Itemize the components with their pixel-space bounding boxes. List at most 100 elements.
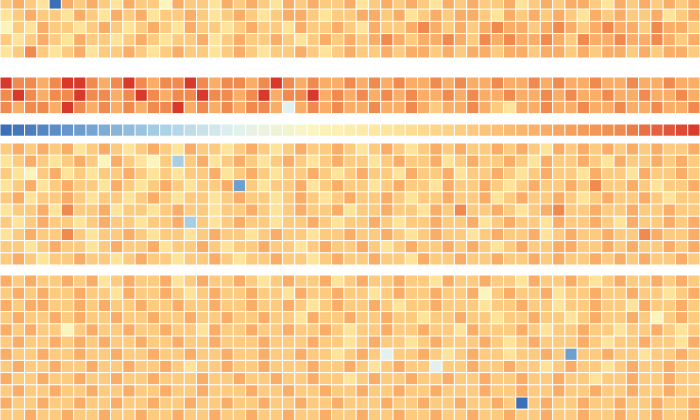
heatmap-cell <box>662 166 676 181</box>
heatmap-cell <box>380 88 394 102</box>
heatmap-cell <box>0 240 13 254</box>
heatmap-cell <box>36 88 50 102</box>
heatmap-cell <box>503 227 517 242</box>
heatmap-cell <box>36 227 50 242</box>
heatmap-cell <box>195 191 210 205</box>
heatmap-cell <box>48 142 62 156</box>
heatmap-cell <box>564 142 578 156</box>
heatmap-cell <box>36 33 50 47</box>
heatmap-cell <box>122 335 136 349</box>
heatmap-cell <box>11 20 26 35</box>
heatmap-cell <box>220 45 234 59</box>
heatmap-cell <box>331 372 345 386</box>
heatmap-cell <box>183 76 197 90</box>
heatmap-cell <box>220 335 234 349</box>
heatmap-cell <box>159 33 173 47</box>
heatmap-cell <box>650 227 664 242</box>
heatmap-cell <box>564 311 578 325</box>
heatmap-cell <box>159 408 173 420</box>
heatmap-cell <box>85 88 99 102</box>
heatmap-cell <box>367 227 382 242</box>
heatmap-cell <box>380 227 394 242</box>
heatmap-cell <box>588 20 603 35</box>
heatmap-cell <box>110 298 124 313</box>
heatmap-cell <box>552 179 566 193</box>
heatmap-cell <box>441 154 455 168</box>
heatmap-cell <box>146 45 161 59</box>
heatmap-cell <box>195 100 210 115</box>
heatmap-cell <box>257 298 271 313</box>
heatmap-cell <box>588 179 603 193</box>
heatmap-cell <box>601 215 615 229</box>
heatmap-cell <box>60 396 75 410</box>
heatmap-cell <box>662 100 676 115</box>
heatmap-cell <box>0 252 13 266</box>
heatmap-cell <box>232 323 247 337</box>
heatmap-cell <box>478 372 492 386</box>
heatmap-cell <box>429 323 443 337</box>
heatmap-cell <box>392 0 406 10</box>
heatmap-cell <box>0 372 13 386</box>
heatmap-cell <box>527 88 541 102</box>
heatmap-cell <box>417 8 431 22</box>
heatmap-cell <box>134 88 148 102</box>
heatmap-cell <box>0 191 13 205</box>
heatmap-cell <box>97 166 112 181</box>
heatmap-cell <box>404 347 419 361</box>
heatmap-cell <box>662 45 676 59</box>
heatmap-cell <box>503 252 517 266</box>
heatmap-cell <box>638 215 652 229</box>
heatmap-cell <box>306 359 320 374</box>
heatmap-cell <box>171 215 185 229</box>
heatmap-cell <box>60 274 75 288</box>
heatmap-cell <box>367 311 382 325</box>
heatmap-cell <box>355 240 369 254</box>
heatmap-cell <box>73 100 87 115</box>
heatmap-cell <box>146 154 161 168</box>
heatmap-cell <box>97 347 112 361</box>
heatmap-cell <box>195 240 210 254</box>
colorbar-cell <box>245 123 259 137</box>
heatmap-cell <box>576 0 590 10</box>
heatmap-cell <box>478 88 492 102</box>
heatmap-cell <box>331 88 345 102</box>
heatmap-cell <box>662 311 676 325</box>
heatmap-cell <box>515 323 529 337</box>
heatmap-cell <box>318 20 333 35</box>
heatmap-cell <box>110 384 124 398</box>
heatmap-cell <box>453 323 468 337</box>
heatmap-cell <box>674 286 689 300</box>
heatmap-cell <box>281 33 296 47</box>
heatmap-cell <box>638 76 652 90</box>
heatmap-cell <box>552 215 566 229</box>
heatmap-cell <box>257 227 271 242</box>
heatmap-cell <box>269 347 283 361</box>
heatmap-cell <box>159 311 173 325</box>
heatmap-cell <box>503 323 517 337</box>
heatmap-cell <box>503 191 517 205</box>
heatmap-cell <box>576 347 590 361</box>
heatmap-cell <box>380 359 394 374</box>
heatmap-cell <box>36 179 50 193</box>
heatmap-cell <box>97 8 112 22</box>
heatmap-cell <box>466 347 480 361</box>
heatmap-cell <box>478 286 492 300</box>
heatmap-cell <box>294 166 308 181</box>
heatmap-cell <box>674 408 689 420</box>
heatmap-cell <box>331 166 345 181</box>
heatmap-cell <box>97 359 112 374</box>
heatmap-cell <box>380 335 394 349</box>
heatmap-cell <box>220 396 234 410</box>
heatmap-cell <box>306 384 320 398</box>
heatmap-cell <box>245 372 259 386</box>
heatmap-cell <box>539 45 554 59</box>
heatmap-cell <box>552 359 566 374</box>
heatmap-cell <box>441 179 455 193</box>
heatmap-cell <box>97 76 112 90</box>
heatmap-cell <box>281 8 296 22</box>
heatmap-cell <box>687 191 700 205</box>
heatmap-cell <box>294 252 308 266</box>
heatmap-cell <box>257 33 271 47</box>
heatmap-cell <box>11 274 26 288</box>
heatmap-cell <box>306 323 320 337</box>
